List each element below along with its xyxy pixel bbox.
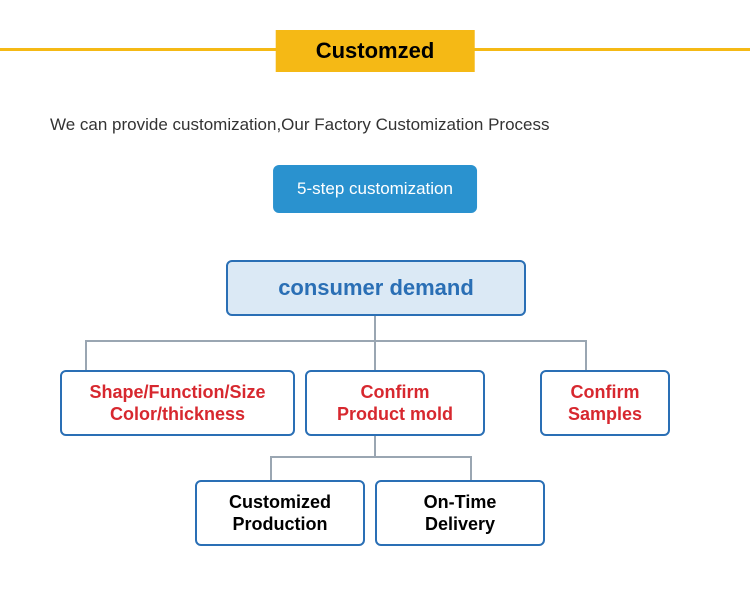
header-title: Customzed bbox=[316, 38, 435, 63]
process-diagram: consumer demand Shape/Function/Size Color… bbox=[0, 260, 750, 580]
connector bbox=[374, 436, 376, 456]
node-n4: Customized Production bbox=[195, 480, 365, 546]
node-n3: Confirm Samples bbox=[540, 370, 670, 436]
connector bbox=[585, 340, 587, 370]
connector bbox=[85, 340, 585, 342]
connector bbox=[85, 340, 87, 370]
node-n1: Shape/Function/Size Color/thickness bbox=[60, 370, 295, 436]
connector bbox=[270, 456, 272, 480]
connector bbox=[374, 340, 376, 370]
header-title-badge: Customzed bbox=[276, 30, 475, 72]
step-badge: 5-step customization bbox=[273, 165, 477, 213]
node-n2: Confirm Product mold bbox=[305, 370, 485, 436]
connector bbox=[470, 456, 472, 480]
node-root: consumer demand bbox=[226, 260, 526, 316]
subtitle-text: We can provide customization,Our Factory… bbox=[50, 115, 550, 135]
node-n5: On-Time Delivery bbox=[375, 480, 545, 546]
connector bbox=[270, 456, 470, 458]
step-badge-label: 5-step customization bbox=[297, 179, 453, 198]
connector bbox=[374, 316, 376, 340]
